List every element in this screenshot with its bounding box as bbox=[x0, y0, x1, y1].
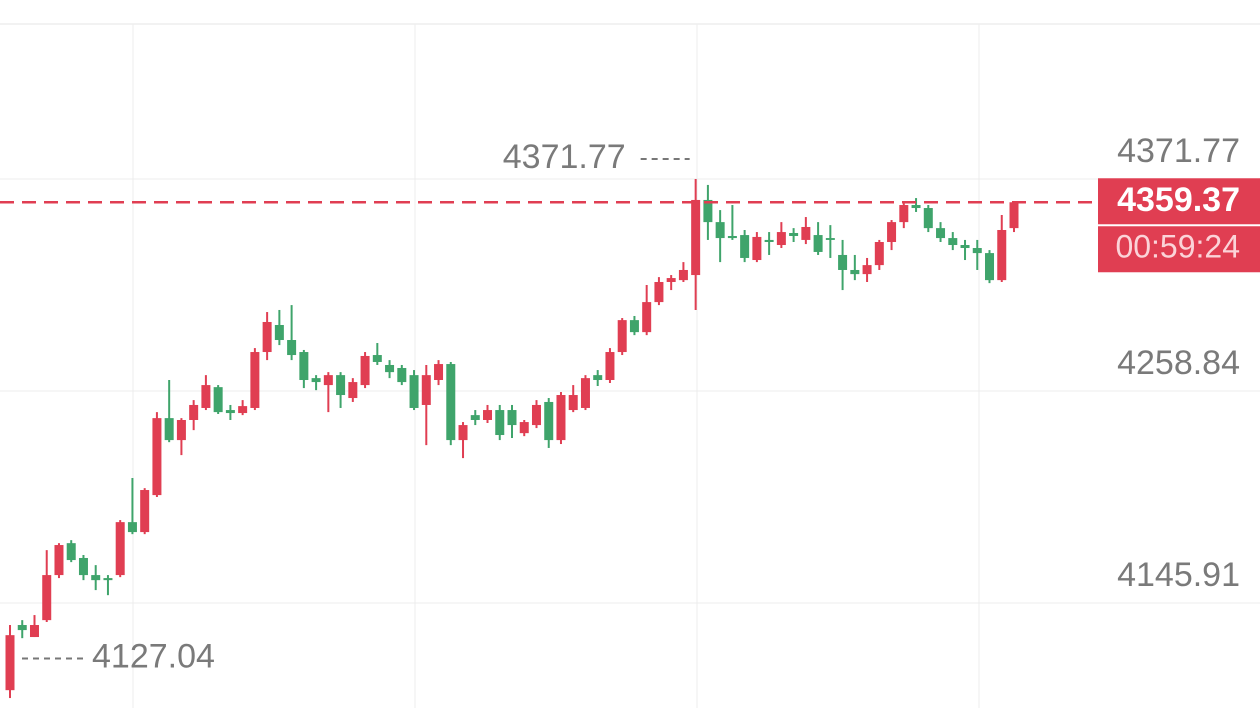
candle-body bbox=[825, 238, 835, 240]
candle-body bbox=[580, 378, 590, 408]
candle-body bbox=[972, 248, 982, 254]
candle-body bbox=[654, 281, 664, 303]
low-marker-label: 4127.04 bbox=[92, 637, 215, 675]
candle-body bbox=[115, 522, 125, 576]
candle-body bbox=[960, 245, 970, 249]
candle-body bbox=[507, 410, 517, 426]
candle-body bbox=[421, 375, 431, 405]
candle-body bbox=[54, 545, 64, 576]
candle-body bbox=[544, 401, 554, 441]
candle-body bbox=[556, 395, 566, 441]
candle-body bbox=[764, 239, 774, 243]
candle-body bbox=[458, 425, 468, 441]
y-tick-label: 4258.84 bbox=[1117, 344, 1240, 382]
candle-body bbox=[678, 269, 688, 281]
candle-body bbox=[776, 232, 786, 246]
candle-body bbox=[225, 410, 235, 414]
candle-body bbox=[470, 415, 480, 420]
candle-body bbox=[850, 269, 860, 275]
candle-body bbox=[923, 208, 933, 229]
candle-body bbox=[164, 418, 174, 441]
candle-body bbox=[629, 320, 639, 333]
candle-body bbox=[262, 321, 272, 353]
candle-body bbox=[348, 382, 358, 399]
candle-body bbox=[483, 410, 493, 420]
candle-body bbox=[91, 575, 101, 581]
candle-body bbox=[495, 410, 505, 436]
y-tick-label: 4145.91 bbox=[1117, 556, 1240, 594]
candle-body bbox=[238, 406, 248, 414]
candle-body bbox=[127, 522, 137, 533]
candle-body bbox=[887, 222, 897, 243]
candle-body bbox=[5, 635, 15, 691]
candle-body bbox=[948, 238, 958, 246]
high-marker-label: 4371.77 bbox=[503, 138, 626, 176]
candle-body bbox=[323, 375, 333, 386]
candle-body bbox=[911, 205, 921, 209]
candle-body bbox=[899, 205, 909, 223]
candle-body bbox=[17, 625, 27, 631]
candle-body bbox=[936, 228, 946, 239]
candle-body bbox=[29, 625, 39, 638]
candle-body bbox=[519, 422, 529, 434]
candle-body bbox=[397, 367, 407, 383]
candle-body bbox=[531, 404, 541, 426]
candle-body bbox=[201, 385, 211, 408]
candle-body bbox=[385, 364, 395, 373]
candle-body bbox=[446, 364, 456, 441]
candle-body bbox=[691, 199, 701, 276]
candle-body bbox=[813, 235, 823, 252]
candle-body bbox=[752, 236, 762, 261]
candle-body bbox=[287, 340, 297, 356]
candle-body bbox=[78, 557, 88, 576]
candle-body bbox=[189, 404, 199, 420]
candle-body bbox=[42, 575, 52, 621]
candle-body bbox=[703, 199, 713, 223]
candle-body bbox=[568, 395, 578, 411]
countdown-label: 00:59:24 bbox=[1115, 229, 1240, 265]
candle-body bbox=[642, 302, 652, 333]
last-price-label: 4359.37 bbox=[1117, 181, 1240, 219]
candle-body bbox=[666, 278, 676, 282]
candle-body bbox=[434, 364, 444, 381]
candle-body bbox=[1009, 202, 1019, 229]
candle-body bbox=[250, 352, 260, 408]
candle-body bbox=[152, 418, 162, 496]
candle-body bbox=[997, 229, 1007, 281]
candle-body bbox=[727, 236, 737, 239]
candle-body bbox=[617, 320, 627, 353]
candle-body bbox=[336, 375, 346, 396]
candle-body bbox=[103, 578, 113, 581]
candle-body bbox=[66, 543, 76, 561]
candle-body bbox=[862, 265, 872, 275]
price-badge bbox=[1098, 178, 1260, 225]
candle-body bbox=[140, 490, 150, 533]
candle-body bbox=[213, 387, 223, 413]
candle-body bbox=[605, 352, 615, 381]
y-tick-label: 4371.77 bbox=[1117, 132, 1240, 170]
candle-body bbox=[740, 235, 750, 258]
candle-body bbox=[299, 352, 309, 381]
candle-body bbox=[409, 375, 419, 408]
candle-body bbox=[593, 375, 603, 381]
candle-body bbox=[789, 232, 799, 236]
candle-body bbox=[274, 324, 284, 341]
candle-body bbox=[874, 242, 884, 266]
candle-body bbox=[838, 254, 848, 270]
candle-body bbox=[985, 253, 995, 281]
candle-body bbox=[360, 355, 370, 386]
countdown-badge bbox=[1098, 226, 1260, 273]
candle-body bbox=[715, 222, 725, 239]
candle-body bbox=[372, 355, 382, 362]
candle-body bbox=[311, 378, 321, 383]
candle-body bbox=[801, 226, 811, 240]
candle-body bbox=[176, 419, 186, 441]
